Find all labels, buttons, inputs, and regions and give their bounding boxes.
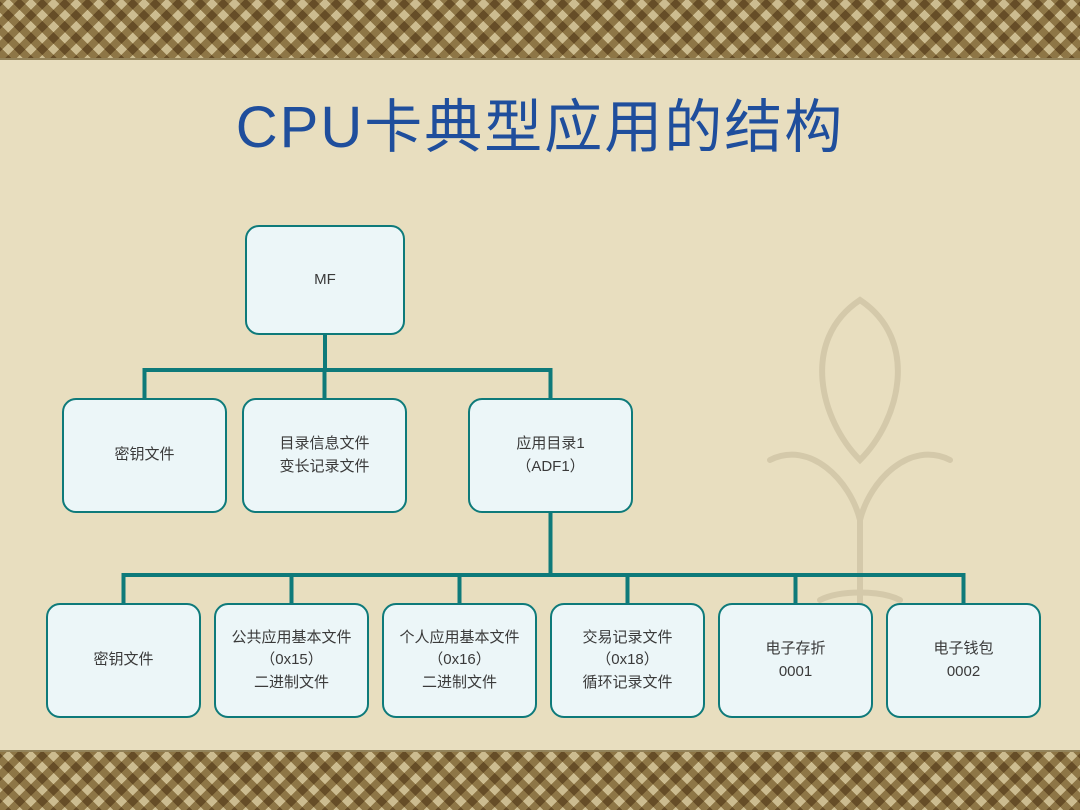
node-line: 密钥文件 — [114, 444, 174, 467]
title-text: CPU卡典型应用的结构 — [236, 95, 844, 160]
tree-node-wallet: 电子钱包0002 — [886, 603, 1041, 718]
node-line: 目录信息文件 — [279, 433, 369, 456]
slide-title: CPU卡典型应用的结构 — [0, 80, 1080, 164]
node-line: （0x16） — [428, 649, 491, 672]
tree-node-adf1: 应用目录1（ADF1） — [468, 398, 633, 513]
node-line: 公共应用基本文件 — [231, 627, 351, 650]
node-line: 0002 — [947, 661, 980, 684]
tree-node-key1: 密钥文件 — [62, 398, 227, 513]
node-line: 二进制文件 — [254, 672, 329, 695]
node-line: （0x15） — [260, 649, 323, 672]
tree-node-passbk: 电子存折0001 — [718, 603, 873, 718]
node-line: 变长记录文件 — [279, 456, 369, 479]
node-line: 密钥文件 — [93, 649, 153, 672]
node-line: 电子钱包 — [933, 638, 993, 661]
node-line: 交易记录文件 — [582, 627, 672, 650]
decorative-border-bottom — [0, 750, 1080, 810]
tree-node-trx: 交易记录文件（0x18）循环记录文件 — [550, 603, 705, 718]
node-line: 个人应用基本文件 — [399, 627, 519, 650]
node-line: 应用目录1 — [516, 433, 584, 456]
node-line: 二进制文件 — [422, 672, 497, 695]
node-line: （ADF1） — [516, 456, 584, 479]
tree-node-pub: 公共应用基本文件（0x15）二进制文件 — [214, 603, 369, 718]
node-line: 0001 — [779, 661, 812, 684]
node-line: MF — [314, 269, 336, 292]
tree-node-dirinfo: 目录信息文件变长记录文件 — [242, 398, 407, 513]
node-line: （0x18） — [596, 649, 659, 672]
node-line: 电子存折 — [765, 638, 825, 661]
decorative-border-top — [0, 0, 1080, 60]
node-line: 循环记录文件 — [582, 672, 672, 695]
tree-node-mf: MF — [245, 225, 405, 335]
tree-node-pers: 个人应用基本文件（0x16）二进制文件 — [382, 603, 537, 718]
tree-node-key2: 密钥文件 — [46, 603, 201, 718]
